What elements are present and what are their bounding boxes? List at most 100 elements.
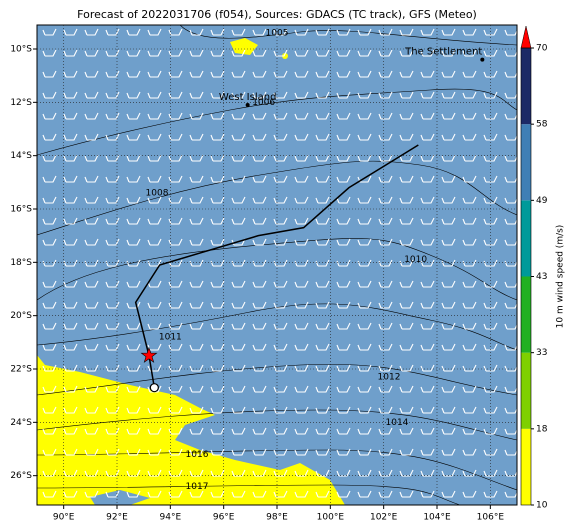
barb xyxy=(231,196,246,204)
barb xyxy=(147,406,162,414)
barb xyxy=(189,469,204,477)
barb xyxy=(504,449,517,456)
barb xyxy=(210,364,225,372)
isobar-label: 1005 xyxy=(266,29,289,39)
barb xyxy=(273,28,288,36)
barb xyxy=(42,112,57,120)
barb xyxy=(42,469,57,477)
barb xyxy=(231,112,246,120)
barb xyxy=(210,406,225,414)
barb xyxy=(483,385,498,393)
barb xyxy=(420,427,435,435)
barb xyxy=(42,238,57,246)
barb xyxy=(294,91,309,99)
barb xyxy=(252,448,267,456)
barb xyxy=(420,238,435,246)
barb xyxy=(147,490,162,498)
barb xyxy=(231,385,246,393)
barb xyxy=(483,343,498,351)
colorbar-tick-label: 18 xyxy=(536,424,548,434)
barb xyxy=(168,364,183,372)
isobar-label: 1011 xyxy=(159,333,182,343)
barb xyxy=(315,406,330,414)
barb xyxy=(126,217,141,225)
barb xyxy=(252,91,267,99)
barb xyxy=(42,427,57,435)
barb xyxy=(441,70,456,78)
barb xyxy=(504,155,517,162)
barb xyxy=(315,427,330,435)
barb xyxy=(462,385,477,393)
barb xyxy=(42,154,57,162)
x-tick-label: 106°E xyxy=(477,513,505,523)
barb xyxy=(504,365,517,372)
barb xyxy=(399,259,414,267)
barb xyxy=(189,280,204,288)
barb xyxy=(315,196,330,204)
barb xyxy=(231,133,246,141)
barb xyxy=(504,491,517,498)
barb xyxy=(147,49,162,57)
barb xyxy=(147,448,162,456)
colorbar-segment xyxy=(521,48,531,125)
barb xyxy=(63,259,78,267)
barb xyxy=(441,133,456,141)
barb xyxy=(105,343,120,351)
barb xyxy=(483,322,498,330)
x-tick-label: 94°E xyxy=(160,513,182,523)
y-tick-label: 26°S xyxy=(10,471,32,481)
barb xyxy=(126,238,141,246)
barb xyxy=(357,469,372,477)
barb xyxy=(231,91,246,99)
barb xyxy=(462,490,477,498)
barb xyxy=(357,91,372,99)
barb xyxy=(42,364,57,372)
barb xyxy=(420,28,435,36)
barb xyxy=(294,469,309,477)
barb xyxy=(84,406,99,414)
barb xyxy=(420,49,435,57)
barb xyxy=(168,196,183,204)
barb xyxy=(126,406,141,414)
barb xyxy=(273,259,288,267)
barb xyxy=(294,385,309,393)
barb xyxy=(273,238,288,246)
barb xyxy=(462,49,477,57)
barb xyxy=(105,28,120,36)
barb xyxy=(189,175,204,183)
barb xyxy=(315,322,330,330)
barb xyxy=(357,217,372,225)
barb xyxy=(168,217,183,225)
barb xyxy=(399,385,414,393)
isobar-label: 1012 xyxy=(378,373,401,383)
barb xyxy=(399,28,414,36)
barb xyxy=(315,259,330,267)
barb xyxy=(294,490,309,498)
barb xyxy=(252,343,267,351)
barb xyxy=(483,154,498,162)
barb xyxy=(42,385,57,393)
barb xyxy=(42,133,57,141)
x-tick-label: 102°E xyxy=(370,513,398,523)
barb xyxy=(357,364,372,372)
colorbar-extend xyxy=(520,25,532,49)
barb xyxy=(483,196,498,204)
barb xyxy=(273,490,288,498)
barb xyxy=(126,448,141,456)
barb xyxy=(84,238,99,246)
barb xyxy=(504,71,517,78)
barb xyxy=(42,196,57,204)
barb xyxy=(462,448,477,456)
barb xyxy=(462,196,477,204)
barb xyxy=(441,427,456,435)
barb xyxy=(147,385,162,393)
colorbar-tick-label: 49 xyxy=(536,196,548,206)
barb xyxy=(483,112,498,120)
barb xyxy=(126,196,141,204)
barb xyxy=(63,217,78,225)
barb xyxy=(294,343,309,351)
barb xyxy=(462,154,477,162)
barb xyxy=(63,385,78,393)
barb xyxy=(483,91,498,99)
barb xyxy=(252,322,267,330)
